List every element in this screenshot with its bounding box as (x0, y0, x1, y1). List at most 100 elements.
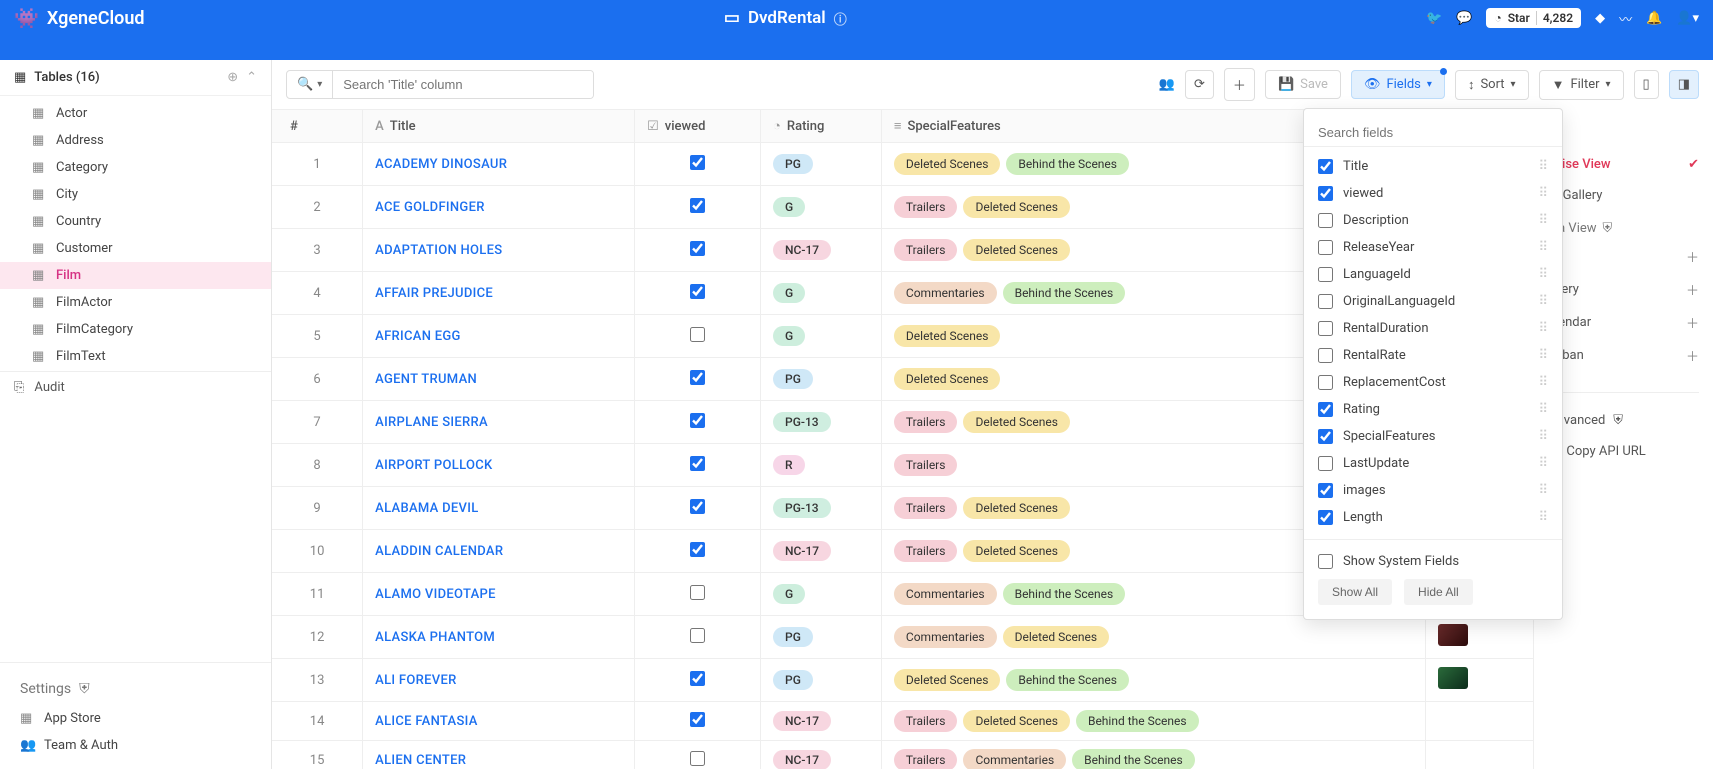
viewed-checkbox[interactable] (690, 198, 705, 213)
sidebar-item-film[interactable]: ▦Film (0, 262, 271, 289)
title-link[interactable]: ALABAMA DEVIL (375, 501, 478, 516)
row-height-button[interactable]: ▯ (1634, 70, 1659, 99)
cell-viewed[interactable] (635, 143, 761, 186)
field-checkbox[interactable] (1318, 375, 1333, 390)
title-link[interactable]: ALASKA PHANTOM (375, 630, 495, 645)
info-icon[interactable]: ⓘ (834, 9, 847, 28)
field-checkbox[interactable] (1318, 510, 1333, 525)
fields-search-input[interactable] (1304, 119, 1562, 147)
cell-title[interactable]: ALIEN CENTER (363, 741, 635, 769)
field-checkbox[interactable] (1318, 186, 1333, 201)
sidebar-item-country[interactable]: ▦Country (0, 208, 271, 235)
sort-button[interactable]: ↕ Sort ▾ (1455, 70, 1529, 100)
field-toggle-viewed[interactable]: viewed⠿ (1304, 180, 1562, 207)
drag-icon[interactable]: ⠿ (1538, 267, 1548, 282)
collapse-icon[interactable]: ⌃ (246, 70, 257, 85)
filter-button[interactable]: ▼ Filter ▾ (1539, 70, 1624, 100)
cell-viewed[interactable] (635, 444, 761, 487)
show-system-fields[interactable]: Show System Fields (1304, 548, 1562, 575)
cell-viewed[interactable] (635, 229, 761, 272)
drag-icon[interactable]: ⠿ (1538, 348, 1548, 363)
sidebar-item-customer[interactable]: ▦Customer (0, 235, 271, 262)
field-toggle-images[interactable]: images⠿ (1304, 477, 1562, 504)
add-table-icon[interactable]: ⊕ (227, 70, 238, 85)
system-fields-checkbox[interactable] (1318, 554, 1333, 569)
sidebar-item-actor[interactable]: ▦Actor (0, 100, 271, 127)
viewed-checkbox[interactable] (690, 628, 705, 643)
field-checkbox[interactable] (1318, 348, 1333, 363)
footer-item[interactable]: 👥Team & Auth (0, 732, 271, 759)
sidebar-item-category[interactable]: ▦Category (0, 154, 271, 181)
cell-title[interactable]: ALADDIN CALENDAR (363, 530, 635, 573)
field-checkbox[interactable] (1318, 294, 1333, 309)
cell-title[interactable]: ALAMO VIDEOTAPE (363, 573, 635, 616)
field-toggle-rentalduration[interactable]: RentalDuration⠿ (1304, 315, 1562, 342)
cell-title[interactable]: AFRICAN EGG (363, 315, 635, 358)
cell-viewed[interactable] (635, 702, 761, 741)
sidebar-item-filmtext[interactable]: ▦FilmText (0, 343, 271, 363)
sidebar-item-filmcategory[interactable]: ▦FilmCategory (0, 316, 271, 343)
cell-viewed[interactable] (635, 741, 761, 769)
viewed-checkbox[interactable] (690, 413, 705, 428)
cell-title[interactable]: ALASKA PHANTOM (363, 616, 635, 659)
image-thumb[interactable] (1438, 667, 1468, 689)
field-toggle-specialfeatures[interactable]: SpecialFeatures⠿ (1304, 423, 1562, 450)
drag-icon[interactable]: ⠿ (1538, 240, 1548, 255)
sidebar-item-city[interactable]: ▦City (0, 181, 271, 208)
cell-viewed[interactable] (635, 401, 761, 444)
footer-item[interactable]: ▦App Store (0, 705, 271, 732)
title-link[interactable]: AIRPLANE SIERRA (375, 415, 488, 430)
share-icon[interactable]: 👥 (1159, 77, 1175, 92)
table-row[interactable]: 14ALICE FANTASIANC-17TrailersDeleted Sce… (272, 702, 1713, 741)
column-header-rating[interactable]: ◔Rating (761, 110, 882, 143)
cell-viewed[interactable] (635, 573, 761, 616)
cell-title[interactable]: ALICE FANTASIA (363, 702, 635, 741)
drag-icon[interactable]: ⠿ (1538, 321, 1548, 336)
refresh-button[interactable]: ⟳ (1185, 70, 1214, 99)
drag-icon[interactable]: ⠿ (1538, 294, 1548, 309)
drag-icon[interactable]: ⠿ (1538, 375, 1548, 390)
column-header-title[interactable]: ATitle (363, 110, 635, 143)
cell-title[interactable]: ALABAMA DEVIL (363, 487, 635, 530)
view-item[interactable]: m (1548, 118, 1699, 149)
cell-title[interactable]: ACADEMY DINOSAUR (363, 143, 635, 186)
viewed-checkbox[interactable] (690, 712, 705, 727)
field-checkbox[interactable] (1318, 402, 1333, 417)
drag-icon[interactable]: ⠿ (1538, 429, 1548, 444)
paint-icon[interactable]: ◆ (1595, 11, 1605, 26)
cell-title[interactable]: AFFAIR PREJUDICE (363, 272, 635, 315)
cell-title[interactable]: AIRPORT POLLOCK (363, 444, 635, 487)
field-checkbox[interactable] (1318, 159, 1333, 174)
viewed-checkbox[interactable] (690, 327, 705, 342)
cell-viewed[interactable] (635, 487, 761, 530)
title-link[interactable]: AIRPORT POLLOCK (375, 458, 492, 473)
field-toggle-title[interactable]: Title⠿ (1304, 153, 1562, 180)
search-dropdown[interactable]: 🔍 ▾ (287, 71, 333, 98)
title-link[interactable]: ACADEMY DINOSAUR (375, 157, 507, 172)
image-thumb[interactable] (1438, 624, 1468, 646)
cell-viewed[interactable] (635, 659, 761, 702)
title-link[interactable]: AGENT TRUMAN (375, 372, 477, 387)
audit-link[interactable]: ⎘ Audit (0, 371, 271, 403)
view-concise[interactable]: ncise View ✔ (1548, 149, 1699, 180)
field-toggle-rentalrate[interactable]: RentalRate⠿ (1304, 342, 1562, 369)
viewed-checkbox[interactable] (690, 370, 705, 385)
plus-icon[interactable]: ＋ (1686, 280, 1699, 299)
field-toggle-replacementcost[interactable]: ReplacementCost⠿ (1304, 369, 1562, 396)
column-header-viewed[interactable]: ☑viewed (635, 110, 761, 143)
table-row[interactable]: 12ALASKA PHANTOMPGCommentariesDeleted Sc… (272, 616, 1713, 659)
sidebar-header[interactable]: ▦ Tables (16) ⊕ ⌃ (0, 60, 271, 96)
field-checkbox[interactable] (1318, 321, 1333, 336)
viewed-checkbox[interactable] (690, 751, 705, 766)
user-menu[interactable]: 👤▾ (1676, 11, 1699, 26)
viewed-checkbox[interactable] (690, 499, 705, 514)
title-link[interactable]: ADAPTATION HOLES (375, 243, 502, 258)
create-view-item[interactable]: id＋ (1548, 240, 1699, 273)
github-star-button[interactable]: ◔ Star 4,282 (1486, 8, 1581, 28)
viewed-checkbox[interactable] (690, 585, 705, 600)
create-view-item[interactable]: alendar＋ (1548, 306, 1699, 339)
toggle-sidebar-button[interactable]: ◨ (1669, 70, 1699, 99)
viewed-checkbox[interactable] (690, 155, 705, 170)
discord-icon[interactable]: 💬 (1456, 11, 1472, 26)
project-title[interactable]: ▭ DvdRental ⓘ (145, 8, 1427, 28)
